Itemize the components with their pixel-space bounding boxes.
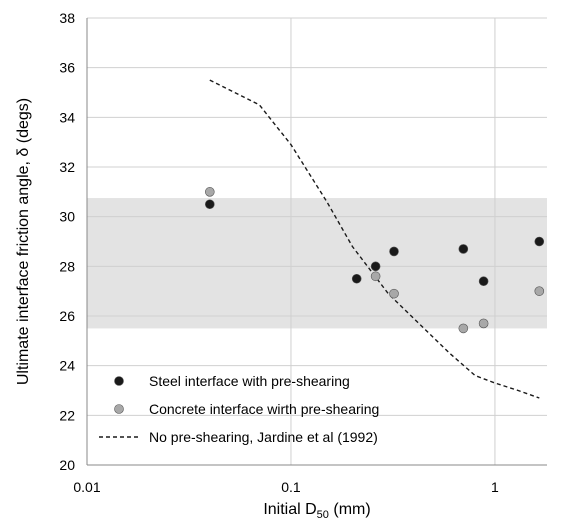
x-axis-label-main: Initial D [263,501,316,518]
data-point [534,236,545,247]
data-point [389,246,399,257]
legend: Steel interface with pre-shearing Concret… [99,373,379,445]
data-point [389,288,399,299]
y-tick-label: 30 [59,209,75,225]
data-point [534,286,545,296]
shaded-band [87,198,547,329]
data-point [370,271,381,282]
axes [86,18,547,466]
legend-label: No pre-shearing, Jardine et al (1992) [149,429,378,445]
data-point [478,276,489,287]
x-axis-label-subscript: 50 [317,509,329,521]
y-tick-labels: 20 22 24 26 28 30 32 34 36 38 [59,10,75,473]
y-tick-label: 36 [59,60,75,76]
legend-label: Steel interface with pre-shearing [149,373,350,389]
data-point [205,187,215,197]
x-tick-label: 1 [491,479,499,495]
y-tick-label: 26 [59,308,75,324]
data-point [370,261,381,272]
data-layer [205,79,545,399]
y-tick-label: 24 [59,358,75,374]
y-tick-label: 22 [59,407,75,423]
x-tick-labels: 0.01 0.1 1 [73,479,499,495]
y-tick-label: 20 [59,457,75,473]
data-point [458,244,469,254]
x-axis-label: Initial D50 (mm) [263,501,370,521]
x-tick-label: 0.01 [73,479,100,495]
y-tick-label: 34 [59,109,75,125]
data-point [478,318,489,329]
y-axis-label: Ultimate interface friction angle, δ (de… [15,98,32,385]
data-point [458,323,469,334]
x-tick-label: 0.1 [281,479,301,495]
y-tick-label: 32 [59,159,75,175]
y-tick-label: 28 [59,258,75,274]
data-point [205,199,215,210]
legend-label: Concrete interface wirth pre-shearing [149,401,379,417]
data-point [351,273,362,284]
y-tick-label: 38 [59,10,75,26]
x-axis-label-suffix: (mm) [329,501,371,518]
legend-marker [114,404,124,414]
legend-marker [114,376,124,386]
